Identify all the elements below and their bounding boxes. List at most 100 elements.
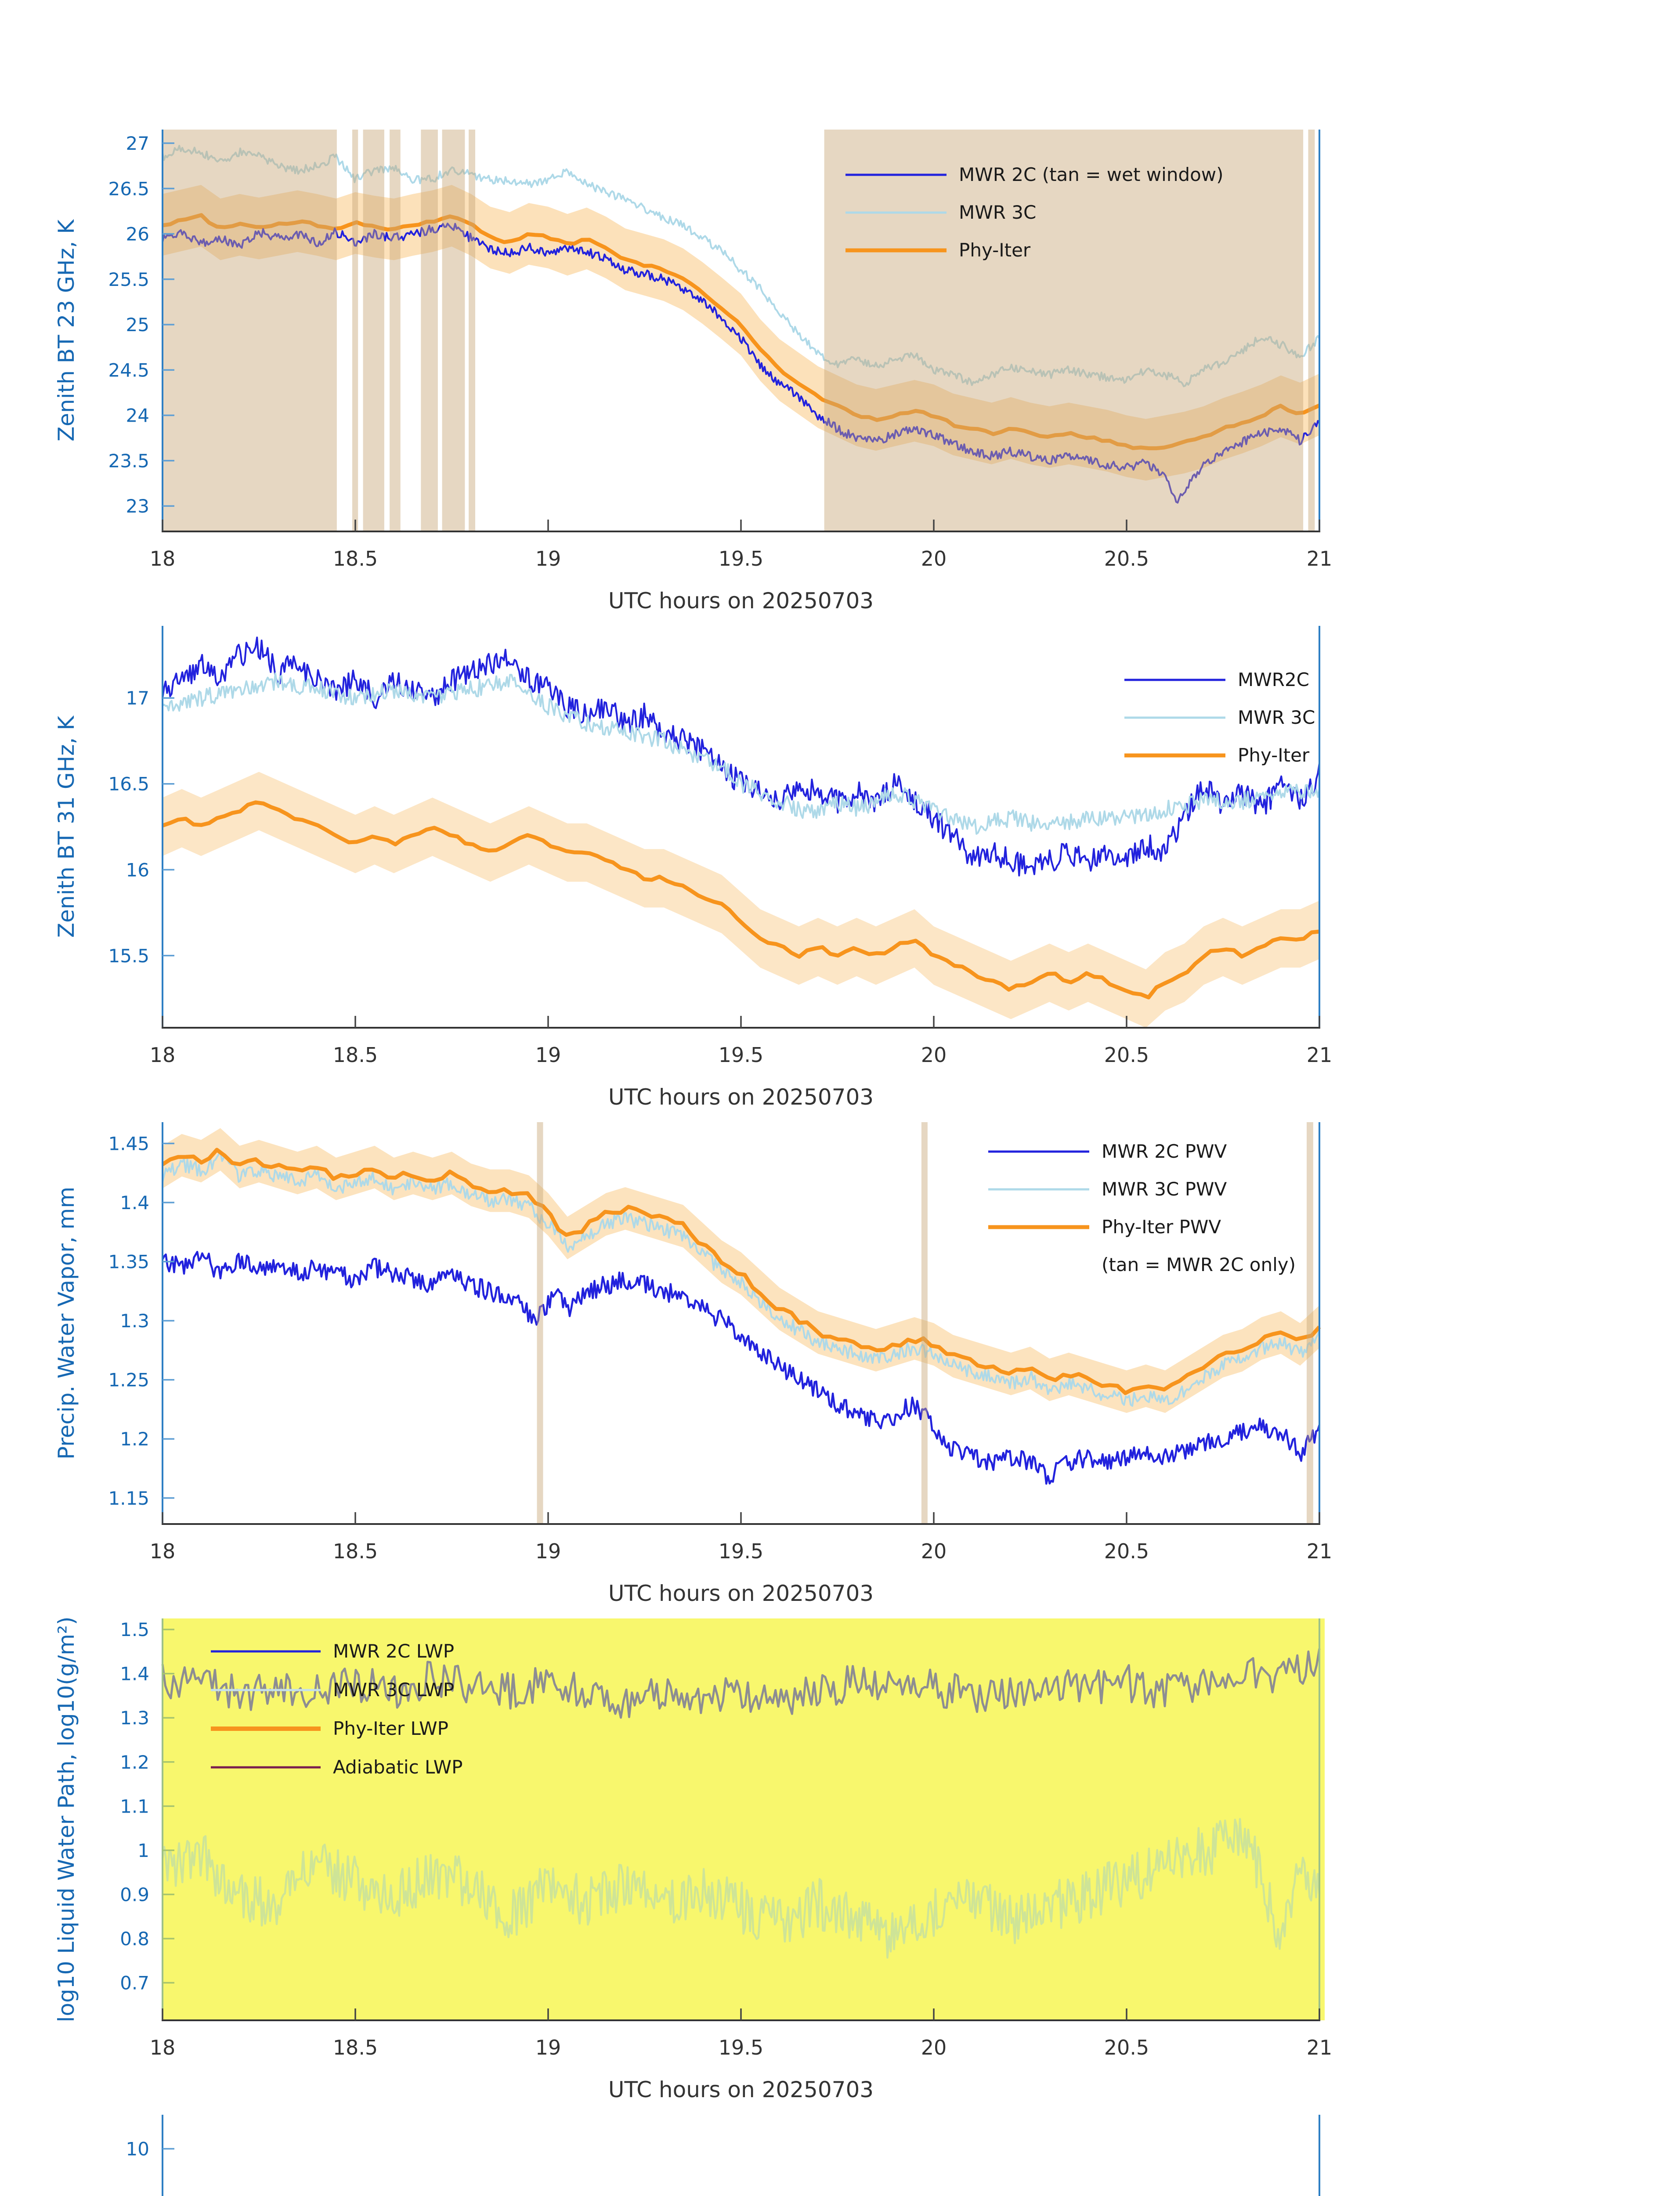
wet-window-region bbox=[469, 130, 475, 531]
x-tick-label: 20 bbox=[921, 1043, 947, 1067]
y-tick-label: 17 bbox=[126, 687, 149, 709]
x-tick-label: 19.5 bbox=[719, 547, 763, 571]
legend-label: MWR 2C PWV bbox=[1102, 1141, 1227, 1162]
series-mwr-3c-pwv bbox=[162, 1151, 1320, 1407]
y-tick-label: 23 bbox=[126, 495, 149, 517]
y-tick-label: 16 bbox=[126, 859, 149, 881]
y-tick-label: 1.45 bbox=[108, 1133, 149, 1154]
series-mwr-2c-lwp bbox=[161, 1648, 1321, 1719]
x-tick-label: 20.5 bbox=[1104, 2036, 1149, 2059]
panel-lwp: 0.7 0.8 0.9 1 1.1 1.2 1.3 1.4 1.5 18 18.5 19 19.5 20 2… bbox=[54, 1617, 1332, 2102]
wet-window-region bbox=[824, 130, 1304, 531]
wet-window-region bbox=[1308, 130, 1315, 531]
series-mwr2c bbox=[162, 636, 1320, 877]
legend-label: MWR 3C bbox=[1238, 707, 1315, 728]
x-axis-label: UTC hours on 20250703 bbox=[608, 588, 874, 614]
wet-window-region bbox=[390, 130, 401, 531]
legend-label: MWR 2C LWP bbox=[333, 1640, 454, 1662]
panel-bt23: 23 23.5 24 24.5 25 25.5 26 26.5 27 18 18.5 19 19.5 20… bbox=[54, 130, 1332, 614]
x-tick-label: 18 bbox=[150, 2036, 176, 2059]
wet-window-region bbox=[163, 130, 337, 531]
legend-label: MWR2C bbox=[1238, 669, 1309, 690]
y-tick-label: 0.7 bbox=[120, 1972, 149, 1994]
legend-label: MWR 2C (tan = wet window) bbox=[959, 164, 1224, 185]
wet-window-region bbox=[352, 130, 358, 531]
y-tick-label: 16.5 bbox=[108, 773, 149, 795]
y-axis-label: Zenith BT 23 GHz, K bbox=[54, 219, 79, 441]
series-mwr-3c bbox=[162, 144, 1320, 387]
x-tick-label: 18.5 bbox=[333, 2036, 378, 2059]
y-tick-label: 1.35 bbox=[108, 1251, 149, 1273]
y-tick-label: 1 bbox=[137, 1840, 149, 1861]
y-tick-label: 1.2 bbox=[120, 1428, 149, 1450]
x-tick-label: 21 bbox=[1307, 1043, 1333, 1067]
x-tick-label: 18.5 bbox=[333, 547, 378, 571]
x-tick-label: 19 bbox=[535, 547, 561, 571]
legend: MWR2C MWR 3C Phy-Iter bbox=[1124, 669, 1315, 766]
series-mwr-2c bbox=[162, 223, 1320, 504]
x-tick-label: 18 bbox=[150, 1539, 176, 1563]
x-tick-label: 21 bbox=[1307, 547, 1333, 571]
x-tick-label: 20 bbox=[921, 547, 947, 571]
legend-label: MWR 3C bbox=[959, 202, 1036, 223]
x-tick-label: 19 bbox=[535, 1539, 561, 1563]
x-tick-label: 20 bbox=[921, 2036, 947, 2059]
legend-label: Phy-Iter PWV bbox=[1102, 1216, 1221, 1238]
legend-label: MWR 3C PWV bbox=[1102, 1178, 1227, 1200]
y-tick-label: 0.8 bbox=[120, 1928, 149, 1950]
y-axis-label: log10 Liquid Water Path, log10(g/m²) bbox=[54, 1617, 79, 2023]
series-phy-iter bbox=[162, 213, 1320, 451]
legend: MWR 2C (tan = wet window) MWR 3C Phy-Iter bbox=[845, 164, 1224, 261]
uncertainty-band-phy-iter bbox=[163, 185, 1319, 481]
panel-pwv: 1.15 1.2 1.25 1.3 1.35 1.4 1.45 18 18.5 19 19.5 20 2… bbox=[54, 1122, 1332, 1606]
y-tick-label: 1.25 bbox=[108, 1369, 149, 1391]
y-tick-label: 23.5 bbox=[108, 450, 149, 472]
x-tick-label: 20.5 bbox=[1104, 547, 1149, 571]
series-mwr-3c bbox=[162, 672, 1320, 835]
wet-window-region bbox=[921, 1122, 928, 1524]
legend-label: (tan = MWR 2C only) bbox=[1102, 1254, 1296, 1275]
y-tick-label: 25.5 bbox=[108, 269, 149, 290]
wet-window-region bbox=[421, 130, 438, 531]
x-tick-label: 20.5 bbox=[1104, 1539, 1149, 1563]
x-tick-label: 18.5 bbox=[333, 1043, 378, 1067]
legend-label: Phy-Iter bbox=[959, 239, 1031, 261]
y-tick-label: 1.3 bbox=[120, 1707, 149, 1729]
series-phy-iter bbox=[162, 800, 1320, 1000]
x-tick-label: 18 bbox=[150, 1043, 176, 1067]
series-mwr-3c-lwp bbox=[161, 1818, 1321, 1959]
x-tick-label: 21 bbox=[1307, 1539, 1333, 1563]
x-tick-label: 19.5 bbox=[719, 2036, 763, 2059]
y-tick-label: 1.3 bbox=[120, 1310, 149, 1332]
wet-window-region bbox=[1307, 1122, 1313, 1524]
y-axis-label: Precip. Water Vapor, mm bbox=[54, 1187, 79, 1459]
wet-window-region bbox=[363, 130, 384, 531]
y-tick-label: 1.4 bbox=[120, 1663, 149, 1685]
x-tick-label: 18 bbox=[150, 547, 176, 571]
x-tick-label: 21 bbox=[1307, 2036, 1333, 2059]
x-tick-label: 19 bbox=[535, 2036, 561, 2059]
y-tick-label: 26.5 bbox=[108, 178, 149, 199]
wet-window-region bbox=[537, 1122, 543, 1524]
legend-label: Adiabatic LWP bbox=[333, 1756, 462, 1778]
wet-window-region bbox=[442, 130, 465, 531]
y-axis-label: Zenith BT 31 GHz, K bbox=[54, 715, 79, 938]
series-mwr-2c-pwv bbox=[162, 1251, 1321, 1485]
series-phy-iter-pwv bbox=[161, 1148, 1321, 1395]
legend-label: MWR 3C LWP bbox=[333, 1679, 454, 1701]
y-tick-label: 25 bbox=[126, 314, 149, 336]
y-tick-label: 24 bbox=[126, 405, 149, 426]
y-tick-label: 1.15 bbox=[108, 1488, 149, 1509]
x-axis-label: UTC hours on 20250703 bbox=[608, 2077, 874, 2102]
y-tick-label: 1.1 bbox=[120, 1795, 149, 1817]
y-tick-label: 10 bbox=[126, 2138, 149, 2160]
x-tick-label: 20.5 bbox=[1104, 1043, 1149, 1067]
x-axis-label: UTC hours on 20250703 bbox=[608, 1581, 874, 1606]
legend: MWR 2C PWV MWR 3C PWV Phy-Iter PWV (tan = M… bbox=[988, 1141, 1296, 1275]
y-tick-label: 0.9 bbox=[120, 1884, 149, 1905]
x-tick-label: 19.5 bbox=[719, 1043, 763, 1067]
panel-bt31: 15.5 16 16.5 17 18 18.5 19 19.5 20 20.5 21 Zenith B… bbox=[54, 626, 1332, 1110]
